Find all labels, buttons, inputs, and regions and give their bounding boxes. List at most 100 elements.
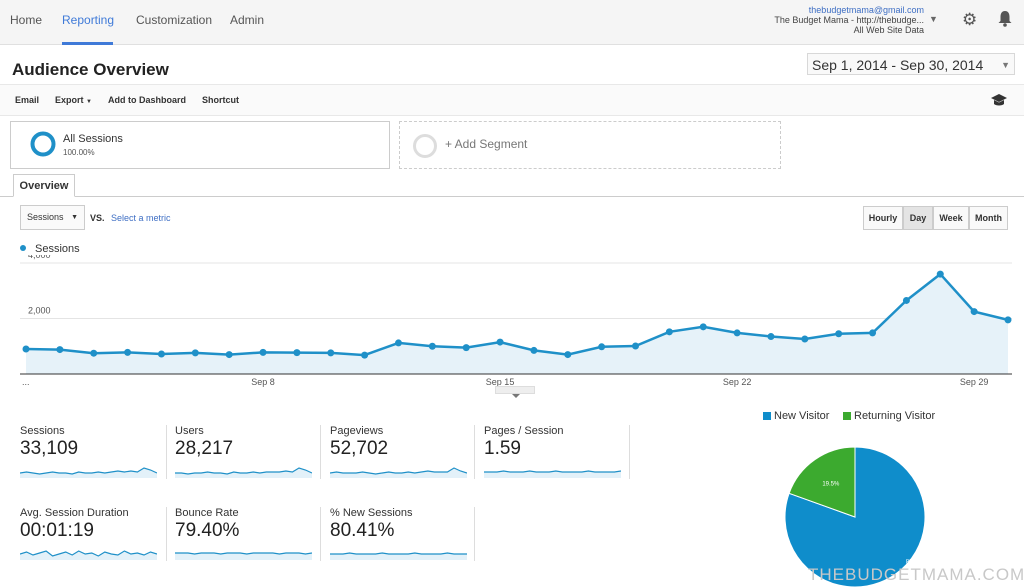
returning-visitor-slice-label: 19.5% bbox=[822, 482, 840, 488]
sessions-point[interactable] bbox=[632, 342, 640, 350]
sessions-point[interactable] bbox=[665, 328, 673, 336]
date-range-picker[interactable]: Sep 1, 2014 - Sep 30, 2014 ▼ bbox=[807, 53, 1015, 75]
sessions-point[interactable] bbox=[902, 296, 910, 304]
sessions-point[interactable] bbox=[428, 342, 436, 350]
segment-all-sessions[interactable]: All Sessions 100.00% bbox=[10, 121, 390, 169]
metric-tile[interactable]: Sessions 33,109 bbox=[20, 425, 160, 485]
sessions-legend-marker bbox=[20, 245, 26, 251]
metric-divider bbox=[320, 425, 321, 479]
add-to-dashboard-button[interactable]: Add to Dashboard bbox=[108, 95, 186, 105]
sessions-point[interactable] bbox=[869, 329, 877, 337]
sessions-point[interactable] bbox=[767, 333, 775, 341]
metric-tile[interactable]: Users 28,217 bbox=[175, 425, 315, 485]
x-tick-label: Sep 29 bbox=[960, 377, 989, 387]
export-button[interactable]: Export ▼ bbox=[55, 95, 92, 105]
metric-label: Avg. Session Duration bbox=[20, 507, 129, 519]
sessions-point[interactable] bbox=[90, 349, 98, 357]
metric-divider bbox=[166, 425, 167, 479]
sessions-point[interactable] bbox=[598, 343, 606, 351]
metric-select[interactable]: Sessions ▼ bbox=[20, 205, 85, 230]
shortcut-button[interactable]: Shortcut bbox=[202, 95, 239, 105]
sessions-point[interactable] bbox=[733, 329, 741, 337]
select-metric-link[interactable]: Select a metric bbox=[111, 213, 171, 223]
add-segment-button[interactable]: + Add Segment bbox=[399, 121, 781, 169]
account-property[interactable]: The Budget Mama - http://thebudge... bbox=[774, 15, 924, 25]
metric-sparkline bbox=[330, 467, 467, 478]
metric-sparkline bbox=[20, 467, 157, 478]
sessions-point[interactable] bbox=[835, 330, 843, 338]
new-visitor-slice-label: 80.5% bbox=[906, 560, 924, 566]
watermark: THEBUDGETMAMA.COM bbox=[808, 565, 1024, 584]
nav-admin[interactable]: Admin bbox=[230, 13, 265, 27]
y-tick-label: 4,000 bbox=[28, 255, 51, 260]
sessions-point[interactable] bbox=[936, 270, 944, 278]
granularity-hourly[interactable]: Hourly bbox=[863, 206, 903, 230]
sessions-point[interactable] bbox=[801, 335, 809, 343]
nav-home[interactable]: Home bbox=[10, 13, 43, 27]
metric-divider bbox=[166, 507, 167, 561]
sessions-point[interactable] bbox=[699, 323, 707, 331]
granularity-week[interactable]: Week bbox=[933, 206, 969, 230]
metric-label: Bounce Rate bbox=[175, 507, 239, 519]
nav-active-indicator bbox=[62, 42, 113, 45]
sessions-point[interactable] bbox=[157, 350, 165, 358]
sessions-point[interactable] bbox=[293, 349, 301, 357]
metric-tile[interactable]: Bounce Rate 79.40% bbox=[175, 507, 315, 567]
account-email[interactable]: thebudgetmama@gmail.com bbox=[808, 5, 924, 15]
sessions-point[interactable] bbox=[56, 346, 64, 354]
metric-tile[interactable]: Pages / Session 1.59 bbox=[484, 425, 624, 485]
sessions-point[interactable] bbox=[225, 351, 233, 359]
sessions-point[interactable] bbox=[564, 351, 572, 359]
page-title: Audience Overview bbox=[12, 60, 169, 79]
metric-value: 33,109 bbox=[20, 438, 79, 459]
sessions-point[interactable] bbox=[462, 344, 470, 352]
report-toolbar bbox=[0, 84, 1024, 116]
metric-divider bbox=[629, 425, 630, 479]
gear-icon[interactable]: ⚙ bbox=[962, 10, 978, 29]
nav-customization[interactable]: Customization bbox=[136, 13, 213, 27]
metric-tile[interactable]: Avg. Session Duration 00:01:19 bbox=[20, 507, 160, 567]
visitor-pie-chart: 80.5% 19.5% bbox=[784, 446, 926, 588]
metric-label: Pageviews bbox=[330, 425, 384, 437]
sessions-point[interactable] bbox=[1004, 316, 1012, 324]
metric-tile[interactable]: Pageviews 52,702 bbox=[330, 425, 470, 485]
chevron-down-icon: ▼ bbox=[1001, 60, 1010, 70]
metric-sparkline bbox=[175, 467, 312, 478]
new-visitor-legend-swatch bbox=[763, 412, 771, 420]
sessions-point[interactable] bbox=[259, 348, 267, 356]
x-tick-label: Sep 8 bbox=[251, 377, 275, 387]
account-dropdown-icon[interactable]: ▼ bbox=[929, 14, 938, 24]
metric-label: Users bbox=[175, 425, 204, 437]
x-tick-label: ... bbox=[22, 377, 30, 387]
sessions-point[interactable] bbox=[124, 348, 132, 356]
bell-icon[interactable] bbox=[998, 10, 1012, 32]
sessions-point[interactable] bbox=[361, 351, 369, 359]
granularity-day[interactable]: Day bbox=[903, 206, 933, 230]
metric-value: 28,217 bbox=[175, 438, 234, 459]
chart-resize-handle[interactable] bbox=[495, 386, 535, 398]
sessions-point[interactable] bbox=[191, 349, 199, 357]
tab-overview[interactable]: Overview bbox=[13, 174, 75, 197]
nav-reporting[interactable]: Reporting bbox=[62, 13, 115, 27]
granularity-month[interactable]: Month bbox=[969, 206, 1008, 230]
sessions-point[interactable] bbox=[970, 308, 978, 316]
sessions-point[interactable] bbox=[496, 338, 504, 346]
account-view[interactable]: All Web Site Data bbox=[853, 25, 924, 35]
sessions-line-chart: 2,000 4,000... Sep 8 Sep 15 Sep 22 Sep 29 bbox=[20, 255, 1012, 387]
sessions-point[interactable] bbox=[530, 346, 538, 354]
returning-visitor-slice[interactable] bbox=[788, 446, 856, 518]
add-segment-label: + Add Segment bbox=[445, 137, 528, 151]
metric-value: 80.41% bbox=[330, 520, 395, 541]
sessions-line bbox=[25, 272, 1009, 357]
graduation-cap-icon[interactable] bbox=[990, 93, 1008, 112]
metric-sparkline bbox=[330, 552, 467, 560]
email-button[interactable]: Email bbox=[15, 95, 40, 105]
sessions-point[interactable] bbox=[327, 349, 335, 357]
sessions-point[interactable] bbox=[22, 345, 30, 353]
metric-sparkline bbox=[20, 550, 157, 560]
chevron-down-icon: ▼ bbox=[71, 214, 78, 221]
sessions-point[interactable] bbox=[394, 339, 402, 347]
metric-divider bbox=[320, 507, 321, 561]
metric-value: 00:01:19 bbox=[20, 520, 94, 541]
metric-tile[interactable]: % New Sessions 80.41% bbox=[330, 507, 470, 567]
